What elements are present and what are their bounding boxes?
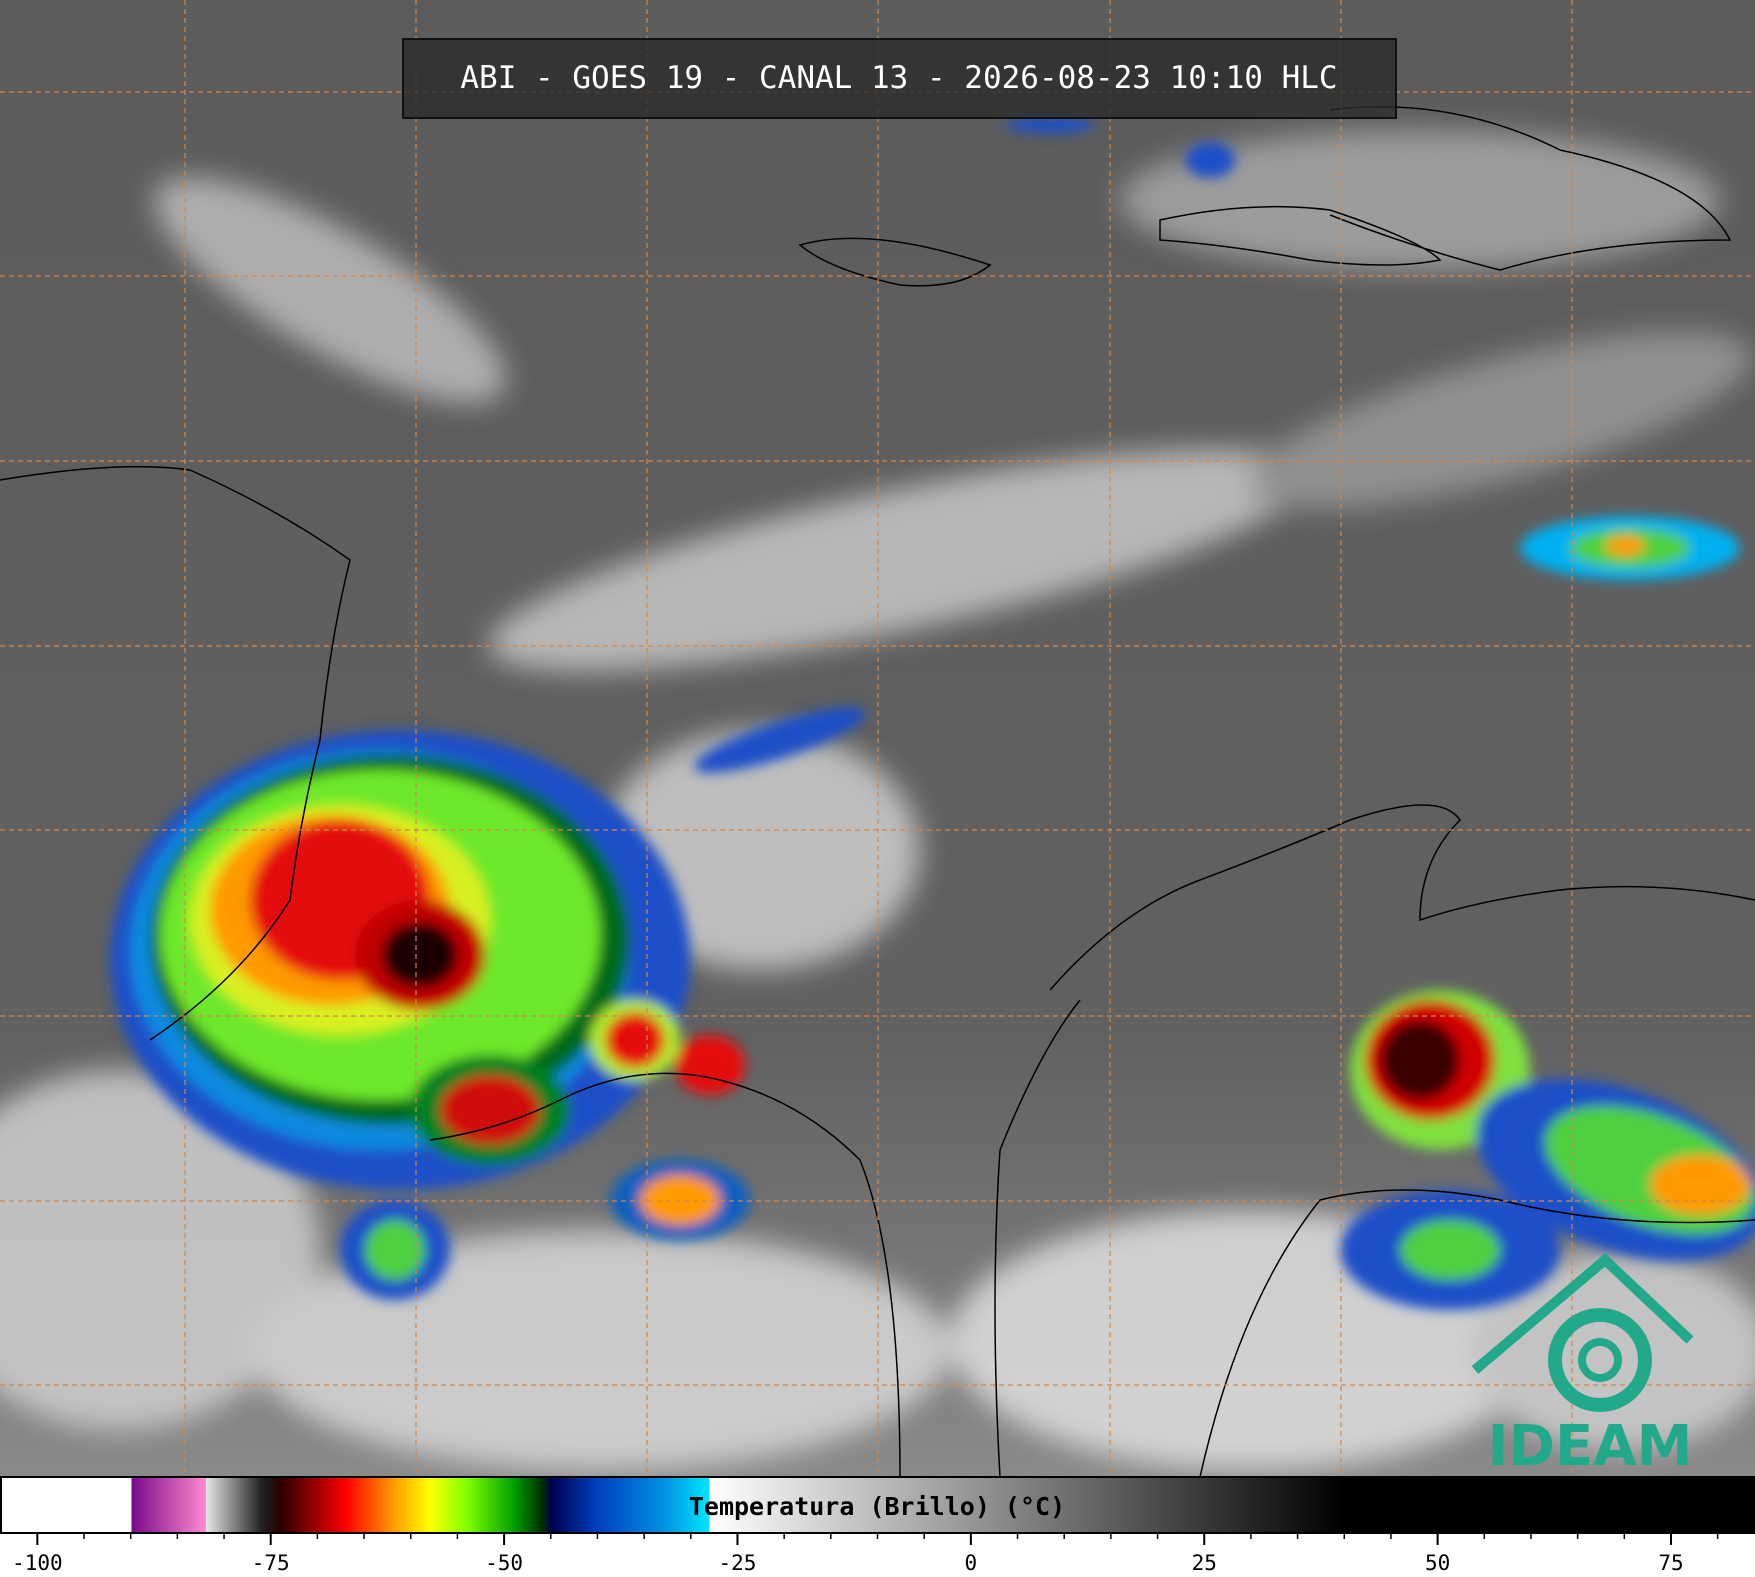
tick-label: -100 — [12, 1551, 63, 1575]
tick-label: -50 — [485, 1551, 523, 1575]
imagery — [0, 0, 1755, 1478]
tick-label: 50 — [1425, 1551, 1450, 1575]
colorbar-label: Temperatura (Brillo) (°C) — [689, 1492, 1065, 1521]
colorbar: Temperatura (Brillo) (°C) -100 -75 -50 -25 0… — [0, 1476, 1755, 1575]
logo: IDEAM — [1471, 1253, 1694, 1479]
colorbar-ramp — [0, 1476, 1755, 1534]
title: ABI - GOES 19 - CANAL 13 - 2026-08-23 10… — [460, 60, 1337, 96]
coastlines — [0, 106, 1755, 1478]
tick-label: -75 — [252, 1551, 290, 1575]
graticule — [0, 0, 1755, 1477]
logo-text: IDEAM — [1488, 1414, 1693, 1479]
tick-label: 25 — [1192, 1551, 1217, 1575]
title-box — [402, 38, 1397, 119]
tick-label: 0 — [965, 1551, 978, 1575]
tick-label: 75 — [1658, 1551, 1683, 1575]
tick-label: -25 — [719, 1551, 757, 1575]
